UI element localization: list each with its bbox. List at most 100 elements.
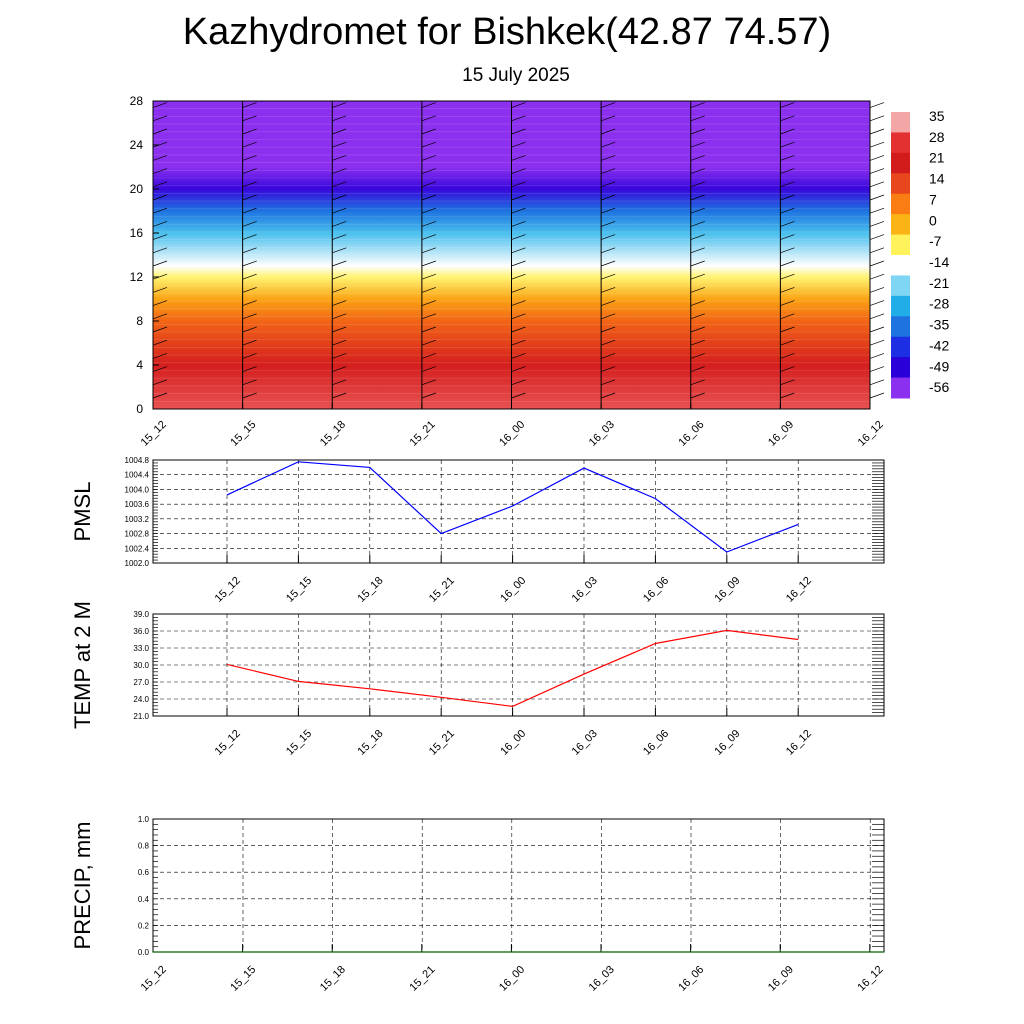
wind-barb: [332, 168, 347, 174]
wind-barb: [780, 366, 795, 372]
wind-barb: [690, 300, 705, 306]
wind-barb: [152, 313, 168, 320]
wind-barb: [511, 102, 526, 108]
wind-barb: [780, 155, 795, 161]
wind-barb: [152, 102, 168, 108]
wind-barb: [690, 194, 705, 201]
wind-barb: [511, 313, 526, 320]
x-tick-label: 16_00: [497, 419, 527, 449]
wind-barb: [242, 247, 257, 254]
y-axis-label: TEMP at 2 M: [70, 601, 95, 729]
wind-barb: [690, 326, 705, 333]
y-tick-label: 21.0: [133, 712, 149, 721]
y-tick-label: 4: [136, 358, 143, 372]
wind-barb: [690, 287, 705, 293]
colorbar-label: -21: [929, 275, 949, 291]
y-tick-label: 24: [130, 138, 144, 152]
wind-barb: [421, 181, 436, 188]
wind-barb: [511, 366, 526, 372]
x-tick-label: 15_15: [228, 419, 258, 449]
wind-barb: [869, 168, 885, 174]
wind-barb: [601, 366, 616, 372]
x-tick-label: 16_09: [712, 575, 742, 605]
colorbar-swatch: [891, 295, 910, 317]
wind-barb: [332, 181, 347, 188]
colorbar-swatch: [891, 132, 910, 154]
wind-barb: [152, 353, 168, 359]
x-tick-label: 15_21: [408, 419, 438, 449]
y-tick-label: 39.0: [133, 610, 149, 619]
wind-barb: [242, 273, 257, 280]
y-tick-label: 0.4: [138, 895, 150, 904]
y-tick-label: 1002.0: [125, 559, 150, 568]
wind-barb: [601, 221, 616, 227]
wind-barb: [242, 141, 257, 148]
wind-barb: [690, 260, 705, 267]
wind-barb: [780, 207, 795, 214]
wind-barb: [601, 128, 616, 135]
y-tick-label: 16: [130, 226, 144, 240]
wind-barb: [690, 168, 705, 174]
wind-barb: [780, 287, 795, 293]
y-tick-label: 12: [130, 270, 144, 284]
wind-barb: [242, 115, 257, 122]
y-tick-label: 1.0: [138, 815, 150, 824]
wind-barb: [690, 353, 705, 359]
colorbar-label: 21: [929, 150, 945, 166]
wind-barb: [869, 260, 885, 267]
wind-barb: [242, 353, 257, 359]
y-tick-label: 1004.4: [125, 471, 150, 480]
wind-barb: [690, 379, 705, 386]
colorbar: 35 28 21 14 7 0 -7 -14 -21 -28 -35 -42 -49 -56: [891, 108, 949, 399]
wind-barb: [601, 234, 616, 240]
wind-barb: [242, 313, 257, 320]
wind-barb: [421, 168, 436, 174]
wind-barb: [421, 339, 436, 346]
wind-barb: [242, 339, 257, 346]
wind-barb: [511, 141, 526, 148]
colorbar-swatch: [891, 234, 910, 256]
wind-barb: [869, 300, 885, 306]
pmsl-chart: 1002.0 1002.4 1002.8 1003.2 1003.6 1004.0 1004…: [70, 456, 885, 605]
wind-barb: [780, 300, 795, 306]
wind-barb: [511, 128, 526, 135]
wind-barb: [421, 326, 436, 333]
colorbar-label: -35: [929, 317, 949, 333]
x-tick-label: 15_21: [427, 575, 457, 605]
wind-barb: [152, 260, 168, 267]
wind-barb: [332, 128, 347, 135]
wind-barb: [601, 392, 616, 399]
x-tick-label: 16_06: [676, 964, 706, 994]
colorbar-label: 0: [929, 212, 937, 228]
wind-barb: [869, 287, 885, 293]
colorbar-label: 7: [929, 191, 937, 207]
wind-barb: [601, 207, 616, 214]
x-tick-label: 15_21: [427, 728, 457, 758]
y-tick-label: 1002.4: [125, 544, 150, 553]
wind-barb: [690, 247, 705, 254]
wind-barb: [421, 115, 436, 122]
wind-barb: [332, 379, 347, 386]
x-tick-label: 15_12: [139, 964, 169, 994]
wind-barb: [690, 392, 705, 399]
wind-barb: [780, 313, 795, 320]
wind-barb: [511, 221, 526, 227]
y-tick-label: 28: [130, 94, 144, 108]
y-tick-label: 1004.8: [125, 456, 150, 465]
wind-barb: [421, 234, 436, 240]
wind-barb: [421, 260, 436, 267]
wind-barb: [780, 115, 795, 122]
wind-barb: [332, 234, 347, 240]
wind-barb: [242, 326, 257, 333]
wind-barb: [421, 141, 436, 148]
x-tick-label: 15_18: [318, 964, 348, 994]
wind-barb: [690, 155, 705, 161]
x-tick-label: 16_06: [641, 728, 671, 758]
wind-barb: [601, 168, 616, 174]
x-tick-label: 16_12: [855, 964, 885, 994]
wind-barb: [601, 300, 616, 306]
wind-barb: [332, 194, 347, 201]
x-tick-label: 15_18: [355, 728, 385, 758]
wind-barb: [869, 141, 885, 148]
